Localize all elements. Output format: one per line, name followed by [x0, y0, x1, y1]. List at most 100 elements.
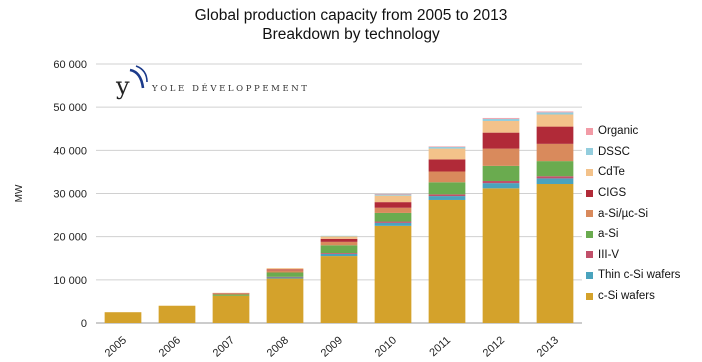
chart-title-block: Global production capacity from 2005 to … — [0, 6, 702, 44]
chart-subtitle: Breakdown by technology — [262, 26, 440, 43]
bar-segment — [266, 272, 304, 277]
bar-segment — [536, 114, 574, 127]
legend-item: DSSC — [586, 142, 680, 163]
bar-segment — [320, 236, 358, 239]
bar-segment — [212, 294, 250, 296]
x-tick-label: 2005 — [103, 334, 129, 359]
bar-segment — [374, 195, 412, 203]
bar-segment — [536, 184, 574, 323]
x-tick-label: 2007 — [211, 334, 237, 359]
bar-segment — [482, 188, 520, 323]
bar-segment — [266, 277, 304, 279]
bar-segment — [212, 295, 250, 323]
legend-item: a-Si — [586, 224, 680, 245]
legend-item: c-Si wafers — [586, 286, 680, 307]
legend-swatch — [586, 271, 593, 279]
x-tick-label: 2013 — [535, 334, 561, 359]
legend-swatch — [586, 292, 593, 300]
bar-segment — [212, 292, 250, 294]
legend-item: a-Si/µc-Si — [586, 203, 680, 224]
legend-item: CdTe — [586, 162, 680, 183]
bar-segment — [482, 180, 520, 184]
bar-segment — [266, 276, 304, 278]
y-tick-label: 50 000 — [53, 102, 87, 114]
bar-segment — [482, 148, 520, 166]
x-tick-label: 2012 — [481, 334, 507, 359]
bar-segment — [536, 176, 574, 179]
bar-segment — [320, 253, 358, 254]
x-tick-label: 2009 — [319, 334, 345, 359]
bar-segment — [482, 117, 520, 119]
yole-logo-mark: y — [115, 65, 148, 100]
bar-segment — [266, 278, 304, 323]
legend-label: Thin c-Si wafers — [598, 269, 681, 282]
legend-swatch — [586, 189, 593, 197]
x-tick-label: 2011 — [427, 334, 453, 359]
legend-label: III-V — [598, 248, 620, 261]
bar-segment — [428, 146, 466, 148]
bar-segment — [158, 305, 196, 323]
bar-segment — [212, 293, 250, 295]
bar-segment — [536, 126, 574, 144]
y-tick-label: 30 000 — [53, 189, 87, 201]
legend-label: CdTe — [598, 166, 625, 179]
bar-segment — [428, 146, 466, 149]
y-axis: 0 10 000 20 000 30 000 40 000 50 000 60 000 MW — [14, 59, 87, 330]
legend-item: III-V — [586, 245, 680, 266]
bar-segment — [536, 161, 574, 177]
legend-swatch — [586, 230, 593, 238]
legend-swatch — [586, 127, 593, 135]
legend-item: CIGS — [586, 183, 680, 204]
bar-segment — [482, 165, 520, 181]
bar-segment — [536, 111, 574, 113]
bar-segment — [320, 235, 358, 237]
chart-legend: Organic DSSC CdTe CIGS a-Si/µc-Si a-Si III-V Th… — [586, 121, 680, 306]
bar-segment — [320, 245, 358, 254]
legend-item: Organic — [586, 121, 680, 142]
legend-label: a-Si — [598, 228, 619, 241]
bar-segment — [428, 199, 466, 323]
legend-label: DSSC — [598, 145, 630, 158]
bar-segment — [212, 293, 250, 294]
bar-segment — [428, 171, 466, 183]
bar-segment — [428, 182, 466, 195]
bar-segment — [374, 194, 412, 196]
bar-segment — [536, 112, 574, 115]
bar-segment — [428, 159, 466, 172]
bar-segment — [266, 270, 304, 273]
y-tick-label: 40 000 — [53, 145, 87, 157]
x-tick-label: 2006 — [157, 334, 183, 359]
bar-segment — [536, 143, 574, 162]
y-tick-label: 0 — [81, 318, 87, 330]
y-axis-label: MW — [14, 184, 25, 202]
legend-item: Thin c-Si wafers — [586, 265, 680, 286]
bar-segment — [320, 241, 358, 246]
bar-segment — [374, 225, 412, 323]
bar-segment — [536, 178, 574, 185]
y-tick-label: 20 000 — [53, 232, 87, 244]
bar-segment — [104, 312, 142, 323]
legend-label: CIGS — [598, 187, 627, 200]
bar-segment — [428, 148, 466, 160]
bar-segment — [482, 120, 520, 133]
bar-segment — [374, 221, 412, 223]
bar-segment — [266, 269, 304, 271]
bar-segment — [428, 196, 466, 200]
yole-logo: y YOLE DÉVELOPPEMENT — [114, 64, 310, 100]
bar-segment — [482, 132, 520, 149]
bar-segment — [428, 194, 466, 197]
legend-swatch — [586, 148, 593, 156]
legend-label: a-Si/µc-Si — [598, 207, 649, 220]
bar-segment — [320, 253, 358, 257]
bar-segment — [374, 207, 412, 213]
bar-segment — [482, 183, 520, 189]
x-axis: 2005 2006 2007 2008 2009 2010 2011 2012 2013 — [103, 334, 561, 359]
chart-title: Global production capacity from 2005 to … — [194, 7, 508, 24]
legend-swatch — [586, 251, 593, 259]
x-tick-label: 2008 — [265, 334, 291, 359]
bar-segment — [482, 118, 520, 121]
x-tick-label: 2010 — [373, 334, 399, 359]
svg-text:y: y — [115, 72, 130, 100]
y-tick-label: 10 000 — [53, 275, 87, 287]
